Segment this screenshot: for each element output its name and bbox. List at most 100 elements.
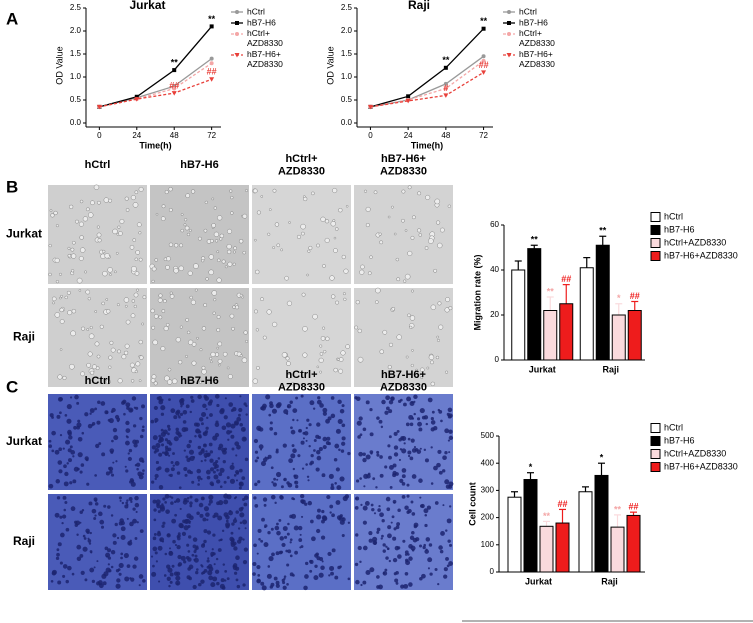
cell-dot: [245, 189, 248, 192]
cell-dot: [358, 416, 363, 421]
cell-dot: [227, 438, 230, 441]
cell-dot: [110, 565, 114, 569]
cell-dot: [257, 573, 261, 577]
cell-dot: [216, 403, 220, 408]
cell-dot: [319, 403, 324, 408]
cell-dot: [80, 463, 85, 467]
cell-dot: [153, 381, 158, 386]
cell-dot: [226, 366, 230, 370]
cell-dot: [392, 557, 398, 563]
cell-dot: [121, 354, 127, 360]
cell-dot: [410, 363, 414, 368]
cell-dot: [136, 467, 139, 471]
cell-dot: [49, 209, 53, 212]
y-tick-label: 500: [481, 431, 495, 440]
cell-dot: [314, 564, 318, 568]
cell-dot: [381, 519, 385, 523]
cell-dot: [125, 428, 131, 434]
y-tick-label: 200: [481, 513, 495, 522]
cell-dot: [150, 378, 156, 383]
cell-dot: [286, 481, 290, 485]
cell-dot: [210, 582, 216, 588]
cell-dot: [175, 575, 181, 581]
cell-dot: [217, 548, 222, 552]
cell-dot: [59, 515, 63, 519]
cell-dot: [333, 248, 338, 253]
cell-dot: [110, 549, 116, 555]
cell-dot: [178, 415, 181, 419]
cell-dot: [273, 431, 278, 436]
cell-dot: [102, 270, 108, 277]
cell-dot: [164, 552, 168, 556]
cell-dot: [118, 572, 122, 576]
cell-dot: [216, 314, 221, 319]
cell-dot: [230, 531, 234, 535]
cell-dot: [253, 543, 257, 548]
cell-dot: [229, 313, 235, 319]
cell-dot: [195, 570, 199, 575]
cell-dot: [164, 493, 170, 499]
cell-dot: [141, 472, 145, 475]
cell-dot: [288, 221, 291, 224]
bar: [578, 491, 593, 573]
cell-dot: [62, 447, 65, 450]
cell-dot: [434, 567, 438, 572]
cell-dot: [390, 396, 395, 401]
cell-dot: [205, 450, 208, 453]
cell-dot: [174, 460, 180, 466]
cell-dot: [93, 517, 97, 520]
cell-dot: [91, 579, 96, 583]
cell-dot: [218, 472, 223, 477]
cell-dot: [382, 329, 388, 335]
cell-dot: [125, 402, 131, 408]
cell-dot: [260, 581, 265, 586]
cell-dot: [124, 576, 130, 582]
cell-dot: [243, 330, 248, 335]
cell-dot: [334, 443, 340, 449]
cell-dot: [292, 408, 298, 414]
cell-dot: [287, 549, 292, 554]
cell-dot: [217, 457, 221, 460]
cell-dot: [195, 546, 199, 550]
cell-dot: [62, 495, 67, 500]
cell-dot: [57, 580, 62, 585]
cell-dot: [157, 545, 163, 551]
cell-dot: [134, 464, 138, 467]
cell-dot: [94, 474, 97, 477]
cell-dot: [290, 429, 296, 435]
cell-dot: [101, 301, 105, 306]
cell-dot: [408, 556, 413, 561]
cell-dot: [71, 572, 75, 576]
cell-dot: [448, 413, 453, 418]
cell-dot: [211, 548, 214, 551]
cell-dot: [393, 431, 398, 436]
legend-label: hB7-H6: [247, 17, 276, 27]
cell-dot: [226, 249, 232, 255]
cell-dot: [213, 231, 220, 237]
cell-dot: [298, 428, 303, 433]
cell-dot: [359, 433, 363, 437]
cell-dot: [318, 572, 324, 578]
cell-dot: [205, 469, 211, 475]
cell-dot: [256, 210, 261, 215]
cell-dot: [434, 198, 441, 205]
cell-dot: [258, 444, 264, 450]
cell-dot: [396, 334, 402, 340]
y-axis-label: OD Value: [54, 46, 64, 84]
cell-dot: [206, 530, 212, 535]
cell-dot: [316, 455, 322, 461]
cell-dot: [168, 474, 171, 477]
row-label: Jurkat: [6, 227, 42, 241]
cell-dot: [110, 347, 116, 353]
cell-dot: [235, 471, 239, 475]
cell-dot: [60, 294, 63, 298]
cell-dot: [354, 506, 359, 510]
cell-dot: [112, 540, 117, 545]
cell-dot: [380, 537, 383, 540]
cell-dot: [198, 380, 202, 384]
cell-dot: [141, 428, 145, 432]
cell-dot: [106, 309, 111, 314]
cell-dot: [212, 515, 216, 519]
cell-dot: [84, 578, 88, 582]
series-line: [370, 28, 485, 108]
